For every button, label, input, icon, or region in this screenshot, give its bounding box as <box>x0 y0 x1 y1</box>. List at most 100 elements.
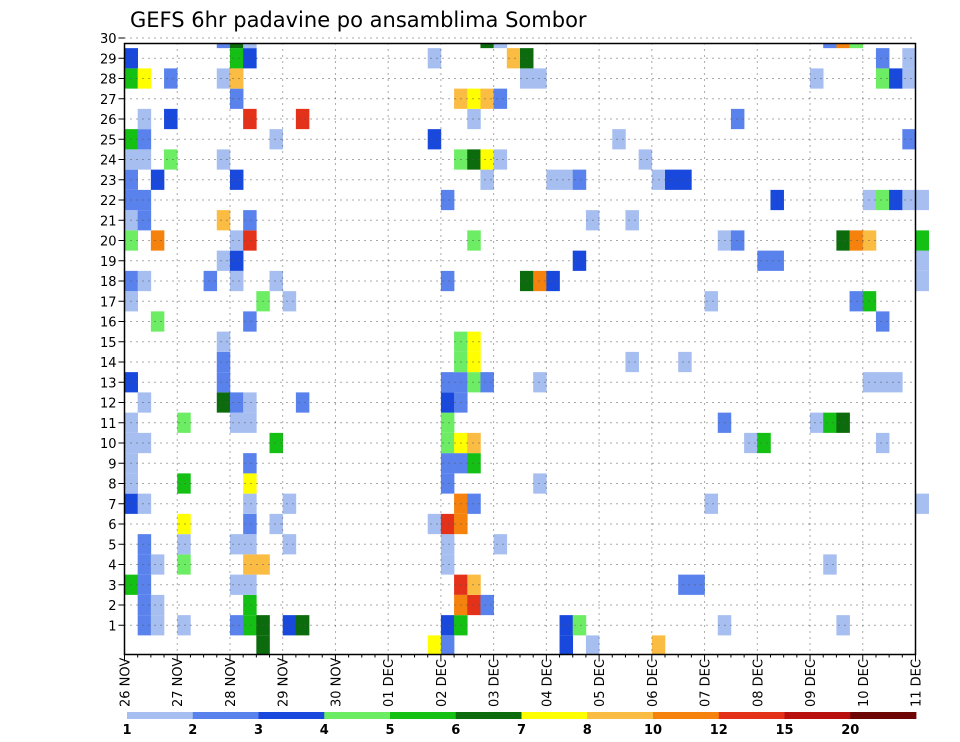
heatmap-cell <box>177 412 191 433</box>
heatmap-cell <box>427 48 442 69</box>
colorbar-swatch <box>127 712 194 719</box>
heatmap-cell <box>150 615 165 636</box>
heatmap-cell <box>546 169 560 190</box>
heatmap-cell <box>915 230 929 251</box>
heatmap-cell <box>902 129 916 150</box>
heatmap-cell <box>440 432 455 454</box>
heatmap-cell <box>216 331 231 352</box>
heatmap-cell <box>243 615 257 636</box>
heatmap-cell <box>875 68 890 89</box>
heatmap-cell <box>203 270 218 292</box>
heatmap-cell <box>744 432 758 454</box>
heatmap-cell <box>440 534 455 555</box>
y-tick-label: 25 <box>100 133 117 148</box>
x-tick-label: 29 NOV <box>277 658 292 707</box>
heatmap-cell <box>177 513 191 535</box>
heatmap-cell <box>836 43 850 49</box>
heatmap-cell <box>150 230 165 251</box>
heatmap-cell <box>440 473 455 494</box>
heatmap-cell <box>243 108 257 130</box>
x-tick-label: 08 DEC <box>751 659 766 707</box>
heatmap-cell <box>150 169 165 190</box>
heatmap-cell <box>243 453 257 474</box>
y-tick-label: 11 <box>100 417 117 432</box>
heatmap-cell <box>902 68 916 89</box>
heatmap-cell <box>875 432 890 454</box>
heatmap-cell <box>440 453 455 474</box>
heatmap-cell <box>875 311 890 332</box>
heatmap-cell <box>902 189 916 211</box>
heatmap-cell <box>243 594 257 616</box>
heatmap-cell <box>585 635 600 655</box>
x-tick-label: 26 NOV <box>119 658 134 707</box>
heatmap-cell <box>717 230 732 251</box>
y-tick-label: 20 <box>100 235 117 250</box>
heatmap-cell <box>665 169 679 190</box>
colorbar-label: 8 <box>583 723 592 738</box>
y-tick-label: 10 <box>100 437 117 452</box>
heatmap-cell <box>216 68 231 89</box>
heatmap-cell <box>229 534 244 555</box>
heatmap-cell <box>295 108 310 130</box>
heatmap-cell <box>216 372 231 393</box>
colorbar-label: 6 <box>451 723 460 738</box>
y-tick-label: 21 <box>100 214 117 229</box>
heatmap-cell <box>533 473 547 494</box>
colorbar-label: 5 <box>385 723 394 738</box>
heatmap-cell <box>849 291 864 312</box>
chart-title: GEFS 6hr padavine po ansamblima Sombor <box>130 8 587 32</box>
heatmap-cell <box>480 169 494 190</box>
heatmap-cell <box>216 392 231 413</box>
heatmap-cell <box>150 594 165 616</box>
x-tick-label: 09 DEC <box>804 659 819 707</box>
heatmap-cell <box>427 635 442 655</box>
heatmap-cell <box>467 574 481 595</box>
heatmap-cell <box>770 250 784 271</box>
heatmap-cell <box>243 230 257 251</box>
heatmap-cell <box>480 594 494 616</box>
heatmap-cell <box>243 210 257 231</box>
heatmap-cell <box>164 68 178 89</box>
colorbar-swatch <box>653 712 720 719</box>
heatmap-cell <box>559 635 574 655</box>
heatmap-cell <box>770 189 784 211</box>
heatmap-cells <box>124 43 929 655</box>
heatmap-cell <box>862 372 877 393</box>
y-tick-label: 15 <box>100 336 117 351</box>
heatmap-cell <box>137 270 152 292</box>
heatmap-cell <box>137 534 152 555</box>
y-tick-label: 1 <box>108 619 116 634</box>
colorbar-swatch <box>587 712 654 719</box>
heatmap-cell <box>889 189 903 211</box>
heatmap-cell <box>216 210 231 231</box>
colorbar-swatch <box>850 712 917 719</box>
heatmap-cell <box>572 615 587 636</box>
x-tick-label: 05 DEC <box>593 659 608 707</box>
heatmap-cell <box>256 635 270 655</box>
colorbar-label: 2 <box>188 723 197 738</box>
heatmap-cell <box>823 412 837 433</box>
heatmap-cell <box>467 432 481 454</box>
heatmap-cell <box>243 513 257 535</box>
heatmap-cell <box>467 493 481 514</box>
y-tick-label: 5 <box>108 538 116 553</box>
heatmap-cell <box>243 311 257 332</box>
heatmap-cell <box>572 250 587 271</box>
heatmap-cell <box>612 129 626 150</box>
x-tick-label: 06 DEC <box>646 659 661 707</box>
heatmap-cell <box>533 270 547 292</box>
heatmap-cell <box>493 43 508 49</box>
heatmap-cell <box>295 615 310 636</box>
x-axis: 26 NOV 27 NOV 28 NOV 29 NOV 30 NOV 01 DEC 02 D… <box>119 654 925 707</box>
heatmap-cell <box>691 574 705 595</box>
colorbar-label: 20 <box>841 723 859 738</box>
heatmap-cell <box>849 43 864 49</box>
heatmap-cell <box>177 554 191 575</box>
heatmap-cell <box>875 48 890 69</box>
heatmap-cell <box>875 372 890 393</box>
x-tick-label: 10 DEC <box>857 659 872 707</box>
heatmap-cell <box>243 554 257 575</box>
heatmap-cell <box>229 88 244 109</box>
colorbar-swatch <box>324 712 391 719</box>
heatmap-cell <box>269 270 283 292</box>
